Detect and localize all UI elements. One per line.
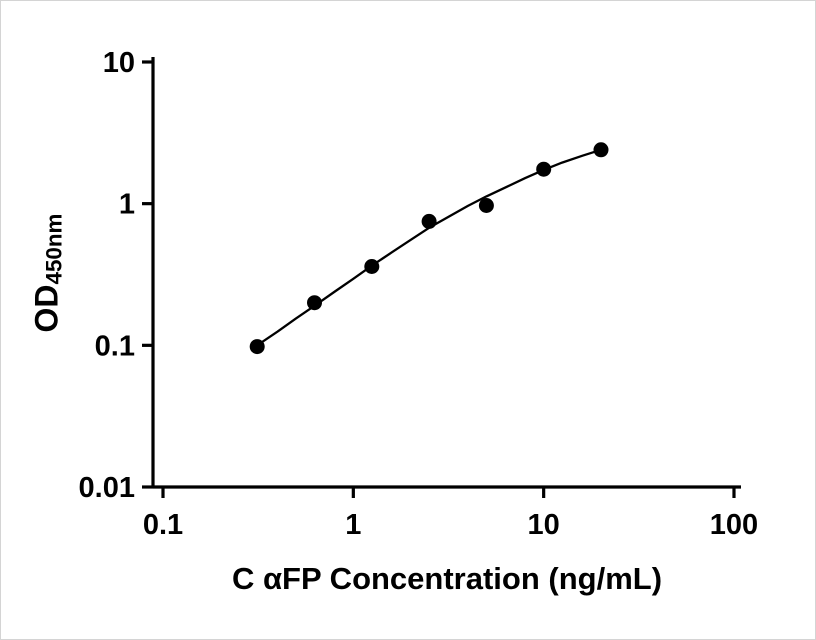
data-point (478, 198, 494, 213)
x-tick-label: 100 (710, 509, 758, 541)
data-point (364, 259, 380, 274)
fit-curve (256, 148, 603, 347)
data-point (421, 213, 437, 229)
y-tick-label: 0.1 (95, 330, 135, 362)
data-point (249, 339, 265, 355)
y-axis-title-main: OD (28, 284, 65, 333)
y-axis-title-subscript: 450nm (41, 213, 67, 285)
x-tick-label: 0.1 (143, 509, 183, 541)
y-tick-label: 1 (119, 189, 135, 221)
y-tick-label: 0.01 (79, 472, 135, 504)
data-point (536, 161, 552, 177)
x-tick-label: 1 (345, 509, 361, 541)
x-tick-label: 10 (528, 509, 560, 541)
data-point (307, 295, 322, 311)
y-axis-title: OD450nm (28, 213, 67, 333)
data-point (593, 142, 609, 158)
y-tick-label: 10 (103, 47, 135, 79)
x-axis-title: C αFP Concentration (ng/mL) (231, 561, 663, 596)
